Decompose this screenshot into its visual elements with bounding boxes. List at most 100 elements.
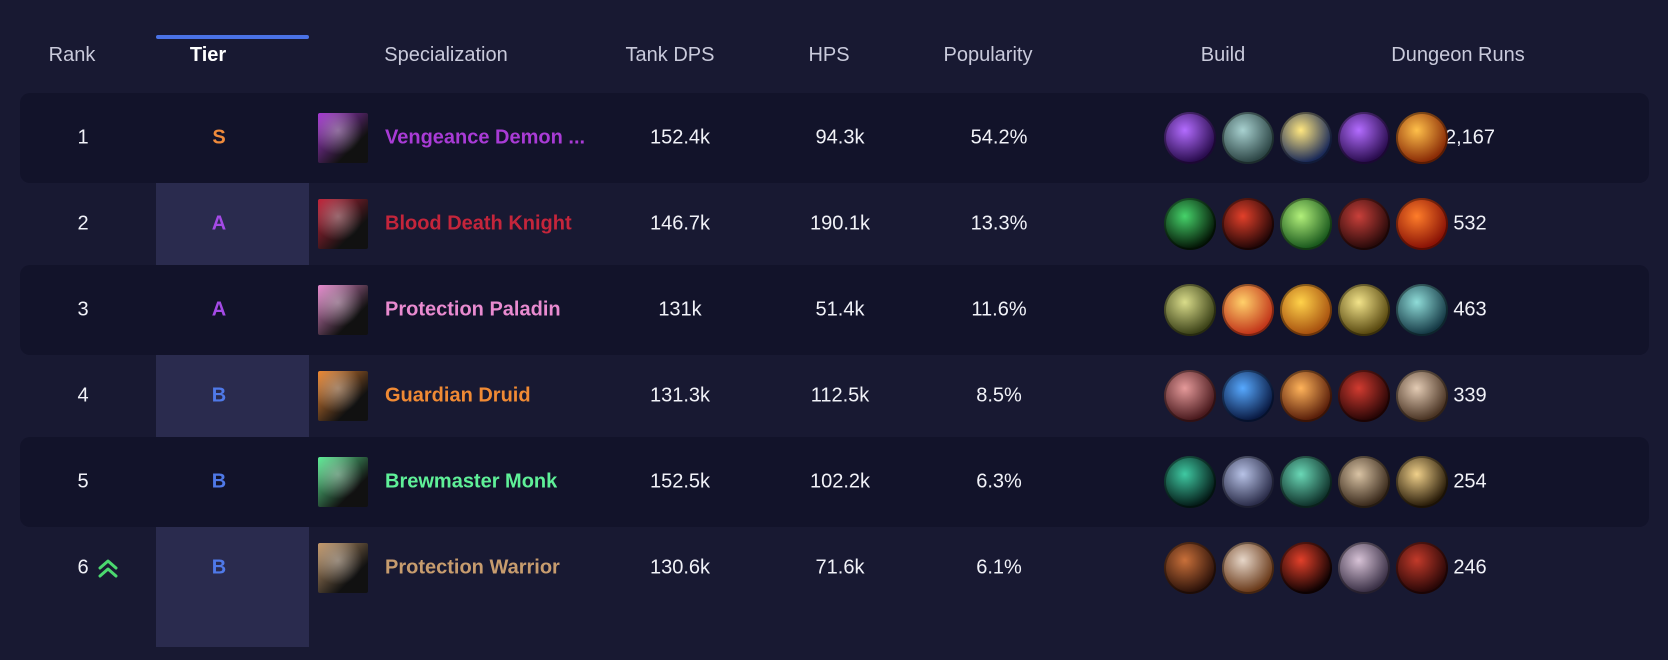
spec-name-link[interactable]: Brewmaster Monk — [385, 470, 558, 493]
green-skull-icon[interactable] — [1280, 198, 1332, 250]
column-specialization[interactable]: Specialization — [384, 44, 508, 66]
column-tank-dps[interactable]: Tank DPS — [625, 44, 715, 66]
red-bear-icon[interactable] — [1338, 370, 1390, 422]
keg-icon[interactable] — [1338, 456, 1390, 508]
tier-column-highlight — [156, 97, 309, 647]
jade-swirl-icon[interactable] — [1164, 456, 1216, 508]
table-row[interactable]: 2 A Blood Death Knight 146.7k 190.1k 13.3% 532 — [20, 179, 1649, 269]
build-icons — [1164, 456, 1464, 508]
rank-value: 3 — [77, 298, 89, 321]
golden-lion-icon[interactable] — [1164, 284, 1216, 336]
purple-orb-icon[interactable] — [1164, 112, 1216, 164]
build-icons — [1164, 370, 1464, 422]
monk-kick-icon[interactable] — [1222, 456, 1274, 508]
column-hps[interactable]: HPS — [808, 44, 850, 66]
popularity-value: 13.3% — [970, 212, 1028, 235]
hps-value: 94.3k — [815, 126, 865, 149]
skull-mask-icon[interactable] — [1222, 112, 1274, 164]
brewmaster-monk-icon — [318, 457, 368, 507]
dungeon-runs-value: 532 — [1453, 212, 1487, 235]
jade-serpent-icon[interactable] — [1280, 456, 1332, 508]
spec-name-link[interactable]: Blood Death Knight — [385, 212, 572, 235]
table-header: Rank Tier Specialization Tank DPS HPS Po… — [0, 0, 1668, 96]
steel-shield-icon[interactable] — [1222, 542, 1274, 594]
column-popularity[interactable]: Popularity — [943, 44, 1033, 66]
tank-dps-value: 131.3k — [649, 384, 711, 407]
table-row[interactable]: 3 A Protection Paladin 131k 51.4k 11.6% 463 — [20, 265, 1649, 355]
build-icons — [1164, 198, 1464, 250]
table-row[interactable]: 6 B Protection Warrior 130.6k 71.6k 6.1% 246 — [20, 523, 1649, 613]
tank-dps-value: 152.4k — [649, 126, 711, 149]
column-build[interactable]: Build — [1200, 44, 1246, 66]
golden-beam-icon[interactable] — [1280, 112, 1332, 164]
spec-name-link[interactable]: Protection Paladin — [385, 298, 561, 321]
talon-icon[interactable] — [1396, 370, 1448, 422]
blood-death-knight-icon — [318, 199, 368, 249]
table-row[interactable]: 1 S Vengeance Demon ... 152.4k 94.3k 54.2% 2,1… — [20, 93, 1649, 183]
green-portal-icon[interactable] — [1164, 198, 1216, 250]
dungeon-runs-value: 339 — [1453, 384, 1487, 407]
hps-value: 112.5k — [810, 384, 870, 407]
golden-helm-icon[interactable] — [1338, 284, 1390, 336]
red-skull-icon[interactable] — [1222, 198, 1274, 250]
tier-badge: A — [211, 212, 227, 235]
dungeon-runs-value: 254 — [1453, 470, 1487, 493]
claw-slash-icon[interactable] — [1164, 370, 1216, 422]
popularity-value: 54.2% — [970, 126, 1028, 149]
rank-up-icon — [98, 559, 118, 578]
hps-value: 51.4k — [815, 298, 865, 321]
purple-orb-icon[interactable] — [1338, 112, 1390, 164]
table-row[interactable]: 4 B Guardian Druid 131.3k 112.5k 8.5% 339 — [20, 351, 1649, 441]
build-icons — [1164, 284, 1464, 336]
tank-dps-value: 131k — [658, 298, 702, 321]
holy-pillar-icon[interactable] — [1222, 284, 1274, 336]
blue-bear-icon[interactable] — [1222, 370, 1274, 422]
popularity-value: 6.3% — [976, 470, 1022, 493]
popularity-value: 8.5% — [976, 384, 1022, 407]
tier-badge: S — [212, 126, 226, 149]
column-dungeon-runs[interactable]: Dungeon Runs — [1391, 44, 1525, 66]
bloody-claw-icon[interactable] — [1338, 198, 1390, 250]
column-rank[interactable]: Rank — [48, 44, 96, 66]
hps-value: 190.1k — [809, 212, 871, 235]
guardian-druid-icon — [318, 371, 368, 421]
warrior-charge-icon[interactable] — [1164, 542, 1216, 594]
rank-value: 2 — [77, 212, 89, 235]
dungeon-runs-value: 246 — [1453, 556, 1487, 579]
golden-throne-icon[interactable] — [1280, 284, 1332, 336]
flaming-figure-icon[interactable] — [1396, 112, 1448, 164]
protection-warrior-icon — [318, 543, 368, 593]
blood-moon-icon[interactable] — [1280, 542, 1332, 594]
tier-badge: B — [211, 470, 227, 493]
tier-badge: A — [211, 298, 227, 321]
rank-value: 5 — [77, 470, 89, 493]
active-sort-indicator — [156, 35, 309, 39]
rank-value: 6 — [77, 556, 89, 579]
hps-value: 102.2k — [809, 470, 871, 493]
fire-claw-icon[interactable] — [1280, 370, 1332, 422]
rank-value: 1 — [77, 126, 89, 149]
tank-dps-value: 152.5k — [649, 470, 711, 493]
ox-icon[interactable] — [1396, 456, 1448, 508]
tier-badge: B — [211, 556, 227, 579]
dungeon-runs-value: 2,167 — [1444, 126, 1496, 149]
valkyrie-icon[interactable] — [1338, 542, 1390, 594]
rank-value: 4 — [77, 384, 89, 407]
dungeon-runs-value: 463 — [1453, 298, 1487, 321]
protection-paladin-icon — [318, 285, 368, 335]
spec-name-link[interactable]: Guardian Druid — [385, 384, 531, 407]
build-icons — [1164, 112, 1464, 164]
table-row[interactable]: 5 B Brewmaster Monk 152.5k 102.2k 6.3% 254 — [20, 437, 1649, 527]
spec-name-link[interactable]: Protection Warrior — [385, 556, 560, 579]
vengeance-demon-hunter-icon — [318, 113, 368, 163]
column-tier[interactable]: Tier — [189, 44, 227, 66]
demon-icon[interactable] — [1396, 542, 1448, 594]
tank-dps-value: 146.7k — [649, 212, 711, 235]
build-icons — [1164, 542, 1464, 594]
popularity-value: 6.1% — [976, 556, 1022, 579]
tank-dps-value: 130.6k — [649, 556, 711, 579]
fire-rune-icon[interactable] — [1396, 198, 1448, 250]
ornate-shield-icon[interactable] — [1396, 284, 1448, 336]
spec-name-link[interactable]: Vengeance Demon ... — [385, 126, 586, 149]
